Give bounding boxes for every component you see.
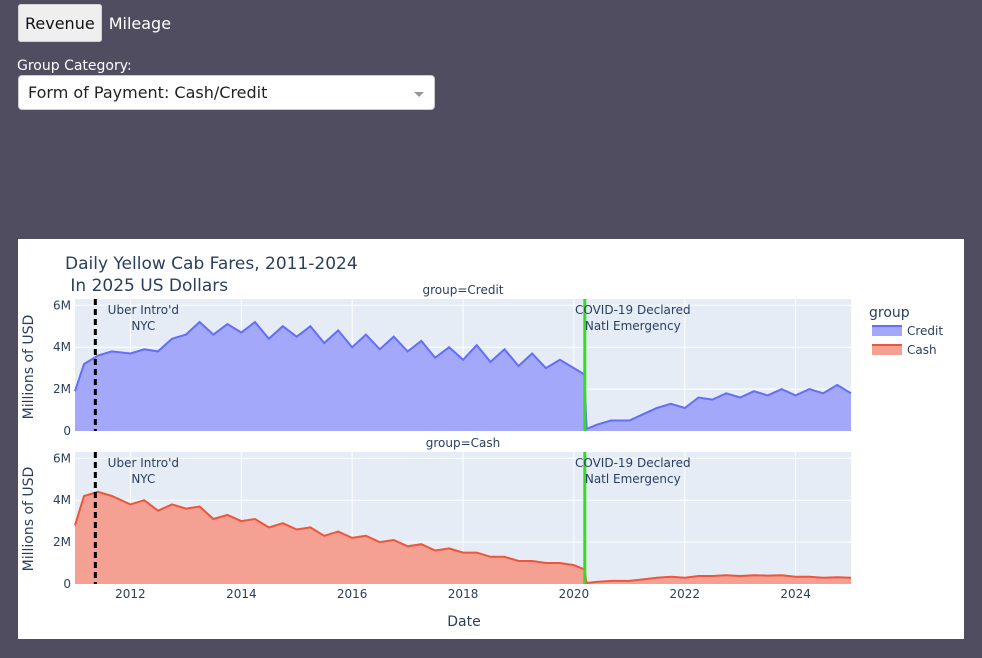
x-tick-label: 2022 [670, 587, 701, 601]
y-axis-label-bottom: Millions of USD [21, 467, 37, 572]
series-line-cash [74, 490, 852, 585]
x-tick-label: 2018 [448, 587, 479, 601]
x-tick-label: 2016 [337, 587, 368, 601]
group-category-label: Group Category: [17, 58, 132, 74]
x-tick-label: 2024 [780, 587, 811, 601]
y-axis-label-top: Millions of USD [21, 315, 37, 420]
legend-title: group [869, 305, 910, 321]
x-tick-label: 2012 [115, 587, 146, 601]
chevron-down-icon[interactable] [414, 92, 424, 97]
tab-revenue[interactable]: Revenue [18, 4, 102, 42]
series-area-cash [75, 491, 851, 584]
chart-svg: Daily Yellow Cab Fares, 2011-2024 In 202… [21, 254, 943, 630]
tab-mileage[interactable]: Mileage [108, 13, 172, 33]
chart-subtitle: In 2025 US Dollars [65, 276, 228, 296]
legend-swatch-credit [872, 326, 902, 336]
x-axis-label: Date [447, 614, 480, 630]
y-tick-label: 2M [53, 535, 71, 549]
y-tick-label: 4M [53, 340, 71, 354]
facet-title: group=Cash [426, 436, 501, 450]
annotation-label: Natl Emergency [585, 319, 681, 333]
x-tick-label: 2014 [226, 587, 257, 601]
y-tick-label: 0 [63, 577, 71, 591]
annotation-label: Uber Intro'd [108, 456, 179, 470]
annotation-label: COVID-19 Declared [575, 303, 691, 317]
annotation-label: Natl Emergency [585, 472, 681, 486]
series-area-credit [75, 322, 851, 431]
legend-swatch-cash [872, 345, 902, 355]
annotation-label: Uber Intro'd [108, 303, 179, 317]
y-tick-label: 2M [53, 382, 71, 396]
y-tick-label: 6M [53, 298, 71, 312]
tab-bar: Revenue Mileage [18, 4, 178, 42]
annotation-label: COVID-19 Declared [575, 456, 691, 470]
legend-item-cash: Cash [907, 343, 937, 357]
group-category-dropdown[interactable]: Form of Payment: Cash/Credit [18, 75, 435, 110]
dropdown-selected-value: Form of Payment: Cash/Credit [28, 83, 268, 102]
x-tick-label: 2020 [559, 587, 590, 601]
annotation-label: NYC [131, 319, 155, 333]
chart-title: Daily Yellow Cab Fares, 2011-2024 [65, 254, 358, 274]
series-line-credit [74, 320, 852, 431]
facet-title: group=Credit [423, 283, 504, 297]
chart-container: Daily Yellow Cab Fares, 2011-2024 In 202… [18, 239, 964, 639]
y-tick-label: 0 [63, 424, 71, 438]
legend-item-credit: Credit [907, 324, 943, 338]
annotation-label: NYC [131, 472, 155, 486]
y-tick-label: 4M [53, 493, 71, 507]
y-tick-label: 6M [53, 451, 71, 465]
